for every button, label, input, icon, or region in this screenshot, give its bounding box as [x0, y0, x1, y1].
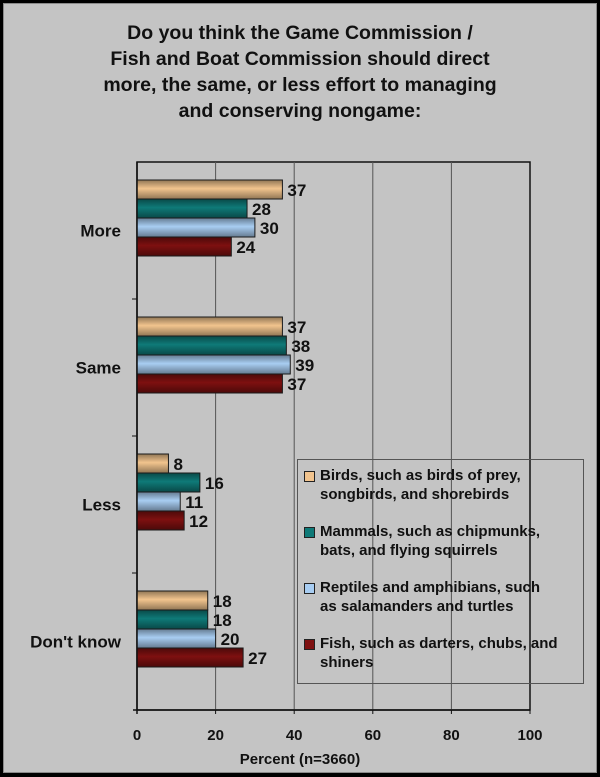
title-line: Do you think the Game Commission / [127, 22, 473, 44]
bar [136, 335, 287, 356]
x-tick-label: 0 [133, 727, 141, 744]
bar [136, 316, 283, 337]
title-line: more, the same, or less effort to managi… [103, 74, 497, 96]
category-label: Same [76, 359, 121, 378]
data-label: 37 [287, 318, 306, 337]
data-label: 27 [248, 649, 267, 668]
category-label: More [80, 222, 121, 241]
data-label: 11 [185, 493, 203, 512]
legend-label: Birds, such as birds of prey, [320, 467, 521, 484]
labels: 0 20 40 60 80 100More37283024Same37383937Less… [30, 181, 542, 744]
bar [136, 628, 217, 649]
bar [136, 647, 244, 668]
title-line: Fish and Boat Commission should direct [110, 48, 490, 70]
legend-label: bats, and flying squirrels [320, 542, 498, 559]
legend-swatch-fish [304, 639, 315, 650]
legend-swatch-reptiles [304, 583, 315, 594]
data-label: 28 [252, 200, 271, 219]
data-label: 16 [205, 474, 224, 493]
legend-label: songbirds, and shorebirds [320, 486, 510, 503]
bar [136, 236, 232, 257]
legend-item-reptiles: Reptiles and amphibians, such as salamand… [304, 578, 582, 616]
data-label: 24 [236, 238, 255, 257]
bar [136, 373, 283, 394]
bars [136, 179, 291, 668]
x-tick-label: 20 [207, 727, 224, 744]
data-label: 37 [287, 181, 306, 200]
x-tick-label: 60 [364, 727, 381, 744]
bar [136, 198, 248, 219]
bar [136, 590, 209, 611]
data-label: 8 [173, 455, 182, 474]
axes [132, 162, 531, 714]
legend-label: Mammals, such as chipmunks, [320, 523, 541, 540]
chart-frame [3, 3, 597, 773]
data-label: 18 [213, 611, 232, 630]
legend-label: shiners [320, 654, 374, 671]
bar [136, 217, 256, 238]
x-axis-label: Percent (n=3660) [239, 751, 361, 768]
data-label: 20 [221, 630, 240, 649]
legend-item-fish: Fish, such as darters, chubs, and shiners [304, 634, 582, 672]
data-label: 30 [260, 219, 279, 238]
bar [136, 179, 283, 200]
data-label: 39 [295, 356, 314, 375]
data-label: 18 [213, 592, 232, 611]
data-label: 38 [291, 337, 310, 356]
legend-swatch-birds [304, 471, 315, 482]
legend-label: Reptiles and amphibians, such [320, 579, 541, 596]
bar [136, 453, 169, 474]
bar [136, 354, 291, 375]
legend-label: Fish, such as darters, chubs, and [320, 635, 558, 652]
legend-swatch-mammals [304, 527, 315, 538]
bar [136, 491, 181, 512]
data-label: 37 [287, 375, 306, 394]
bar [136, 609, 209, 630]
x-tick-label: 100 [517, 727, 542, 744]
bar [136, 472, 201, 493]
bar [136, 510, 185, 531]
title-line: and conserving nongame: [178, 100, 422, 122]
category-label: Don't know [30, 633, 122, 652]
category-label: Less [82, 496, 121, 515]
legend: Birds, such as birds of prey, songbirds, … [297, 459, 584, 684]
x-tick-label: 80 [443, 727, 460, 744]
legend-label: as salamanders and turtles [320, 598, 514, 615]
legend-item-birds: Birds, such as birds of prey, songbirds, … [304, 466, 582, 504]
chart-title: Do you think the Game Commission / Fish … [0, 20, 600, 124]
legend-item-mammals: Mammals, such as chipmunks, bats, and fly… [304, 522, 582, 560]
data-label: 12 [189, 512, 208, 531]
x-tick-label: 40 [286, 727, 303, 744]
